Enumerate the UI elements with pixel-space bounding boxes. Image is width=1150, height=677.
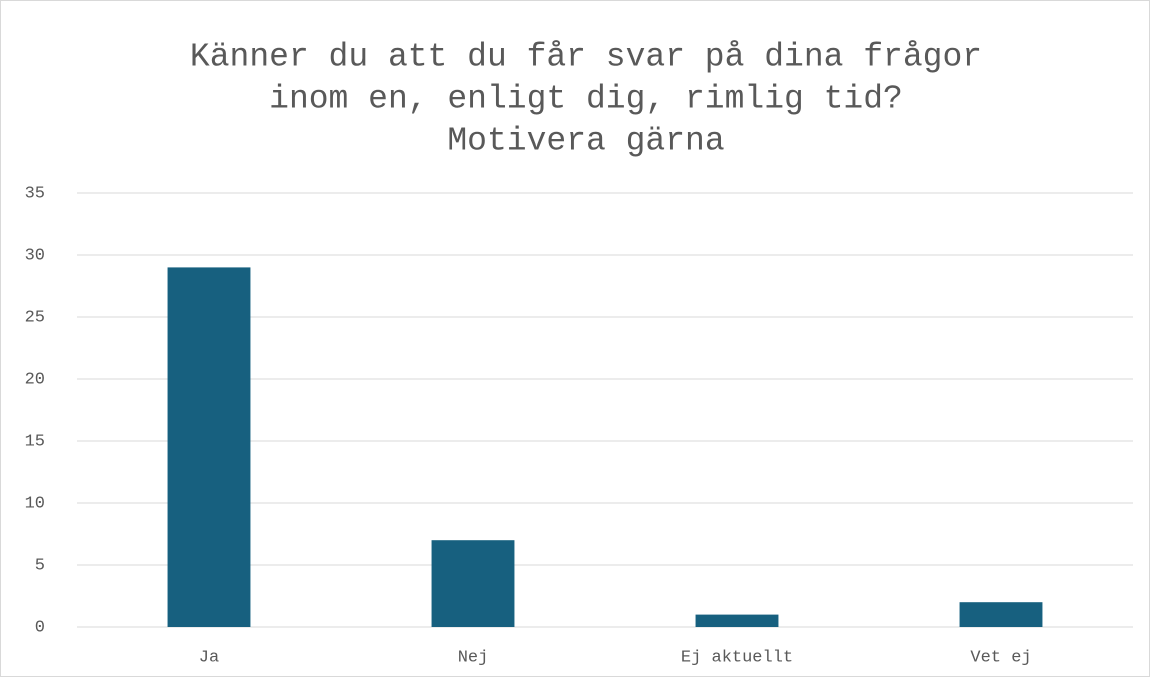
chart-title: Känner du att du får svar på dina frågor (190, 39, 982, 76)
y-tick-label: 30 (25, 246, 45, 265)
y-tick-label: 10 (25, 494, 45, 513)
y-tick-label: 35 (25, 184, 45, 203)
chart-title: inom en, enligt dig, rimlig tid? (269, 81, 903, 118)
x-tick-label: Nej (458, 648, 489, 667)
bar (959, 602, 1043, 627)
y-tick-label: 0 (35, 618, 45, 637)
y-tick-label: 15 (25, 432, 45, 451)
bar (695, 614, 779, 627)
chart-title: Motivera gärna (447, 123, 724, 160)
bar (431, 540, 515, 627)
y-tick-label: 20 (25, 370, 45, 389)
x-tick-label: Vet ej (970, 648, 1031, 667)
x-tick-label: Ja (199, 648, 219, 667)
y-tick-label: 25 (25, 308, 45, 327)
x-tick-label: Ej aktuellt (681, 648, 793, 667)
y-tick-label: 5 (35, 556, 45, 575)
bar (167, 267, 251, 627)
